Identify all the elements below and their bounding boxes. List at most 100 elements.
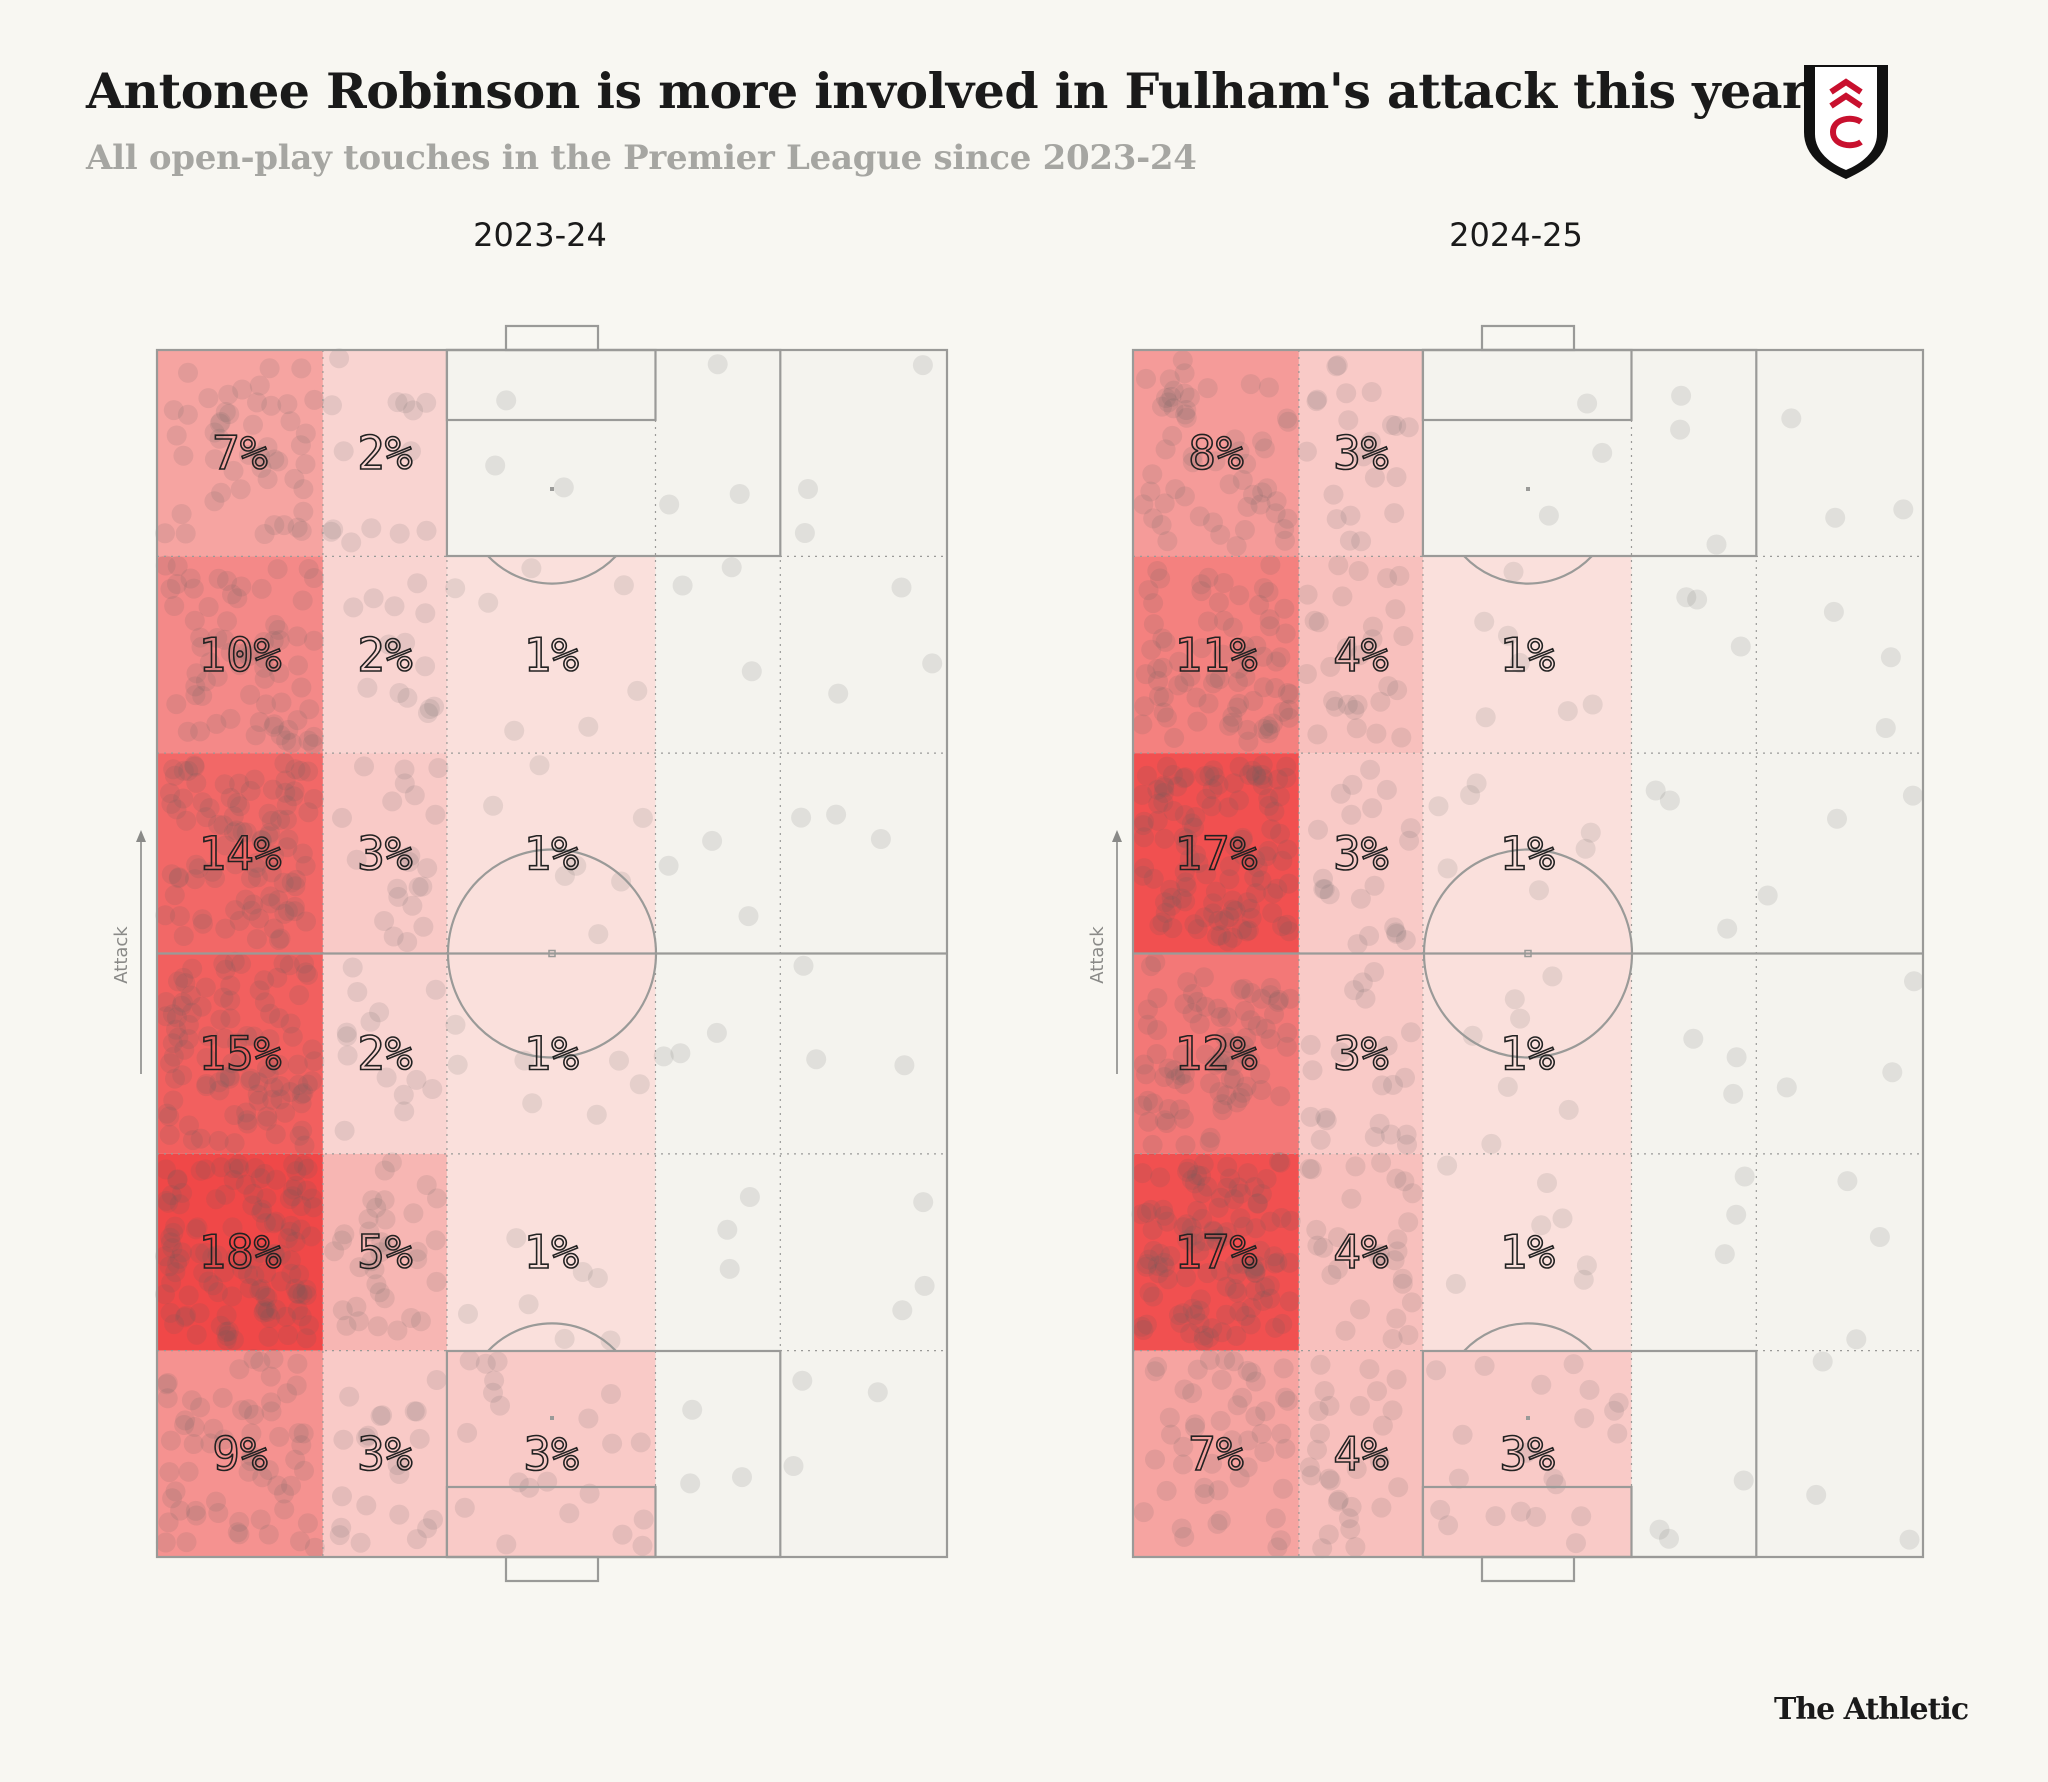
touch-dot: [1326, 509, 1347, 530]
touch-dot: [167, 1169, 188, 1190]
touch-dot: [198, 1026, 219, 1047]
touch-dot: [263, 716, 284, 737]
touch-dot: [1757, 885, 1778, 906]
touch-dot: [1175, 891, 1196, 912]
touch-dot: [633, 1509, 654, 1530]
touch-dot: [256, 1058, 277, 1079]
touch-dot: [1210, 925, 1231, 946]
touch-dot: [273, 953, 294, 974]
touch-dot: [284, 781, 305, 802]
touch-dot: [1177, 1229, 1198, 1250]
touch-dot: [167, 1253, 188, 1274]
touch-dot: [1339, 530, 1360, 551]
touch-dot: [295, 423, 316, 444]
touch-dot: [204, 449, 225, 470]
zone-percentage-label: 1%: [1500, 1027, 1555, 1081]
touch-dot: [729, 484, 750, 504]
touch-dot: [1276, 767, 1297, 788]
touch-dot: [629, 1074, 650, 1095]
zone-percentage-label: 5%: [357, 1225, 412, 1279]
touch-dot: [387, 392, 408, 413]
touch-dot: [1233, 1082, 1253, 1103]
touch-dot: [273, 872, 294, 893]
touch-dot: [1135, 664, 1156, 685]
touch-dot: [298, 559, 319, 579]
touch-dot: [266, 1169, 287, 1190]
touch-dot: [1276, 756, 1297, 777]
touch-dot: [1213, 573, 1234, 593]
touch-dot: [1152, 657, 1173, 678]
touch-dot: [229, 643, 250, 664]
zone-percentage-label: 1%: [1500, 826, 1555, 880]
touch-dot: [279, 955, 300, 976]
touch-dot: [413, 916, 434, 937]
touch-dot: [1428, 796, 1449, 817]
touch-dot: [1160, 1246, 1181, 1266]
touch-dot: [1313, 868, 1333, 889]
touch-dot: [1245, 1263, 1266, 1283]
touch-dot: [257, 1301, 278, 1322]
touch-dot: [1346, 718, 1367, 739]
touch-dot: [1193, 967, 1214, 988]
touch-dot: [254, 668, 275, 689]
touch-dot: [291, 1084, 312, 1105]
touch-dot: [1262, 902, 1283, 923]
touch-dot: [1174, 994, 1195, 1014]
touch-dot: [370, 1242, 391, 1263]
touch-dot: [1134, 827, 1154, 848]
touch-dot: [406, 1401, 427, 1422]
zone-percentage-label: 3%: [1333, 1027, 1388, 1081]
touch-dot: [578, 1408, 599, 1429]
touch-dot: [1726, 1204, 1747, 1225]
touch-dot: [274, 753, 295, 774]
touch-dot: [189, 1243, 210, 1264]
touch-dot: [1208, 1480, 1229, 1501]
touch-dot: [323, 519, 344, 540]
touch-dot: [207, 1245, 228, 1266]
touch-dot: [229, 1158, 250, 1179]
touch-dot: [1173, 1217, 1194, 1238]
touch-dot: [219, 404, 240, 425]
touch-dot: [1154, 1257, 1175, 1278]
zone-percentage-label: 4%: [1333, 628, 1388, 682]
touch-dot: [1391, 727, 1412, 748]
zone-percentage-label: 15%: [198, 1027, 281, 1081]
touch-dot: [1173, 1454, 1193, 1475]
touch-dot: [1198, 611, 1218, 632]
touch-dot: [1306, 391, 1327, 412]
touch-dot: [166, 694, 187, 715]
touch-dot: [1187, 1165, 1207, 1185]
touch-dot: [1338, 410, 1359, 431]
pitch-2023-24: 7% 2%10% 2% 1%14% 3% 1%15% 2% 1%18% 5% 1%9% 3% 3%At…: [111, 324, 949, 1583]
touch-dot: [1155, 439, 1176, 460]
touch-dot: [1217, 1156, 1238, 1177]
touch-dot: [1241, 982, 1262, 1003]
touch-dot: [1246, 883, 1266, 904]
touch-dot: [428, 758, 449, 778]
touch-dot: [1213, 1226, 1234, 1247]
touch-dot: [1214, 1027, 1235, 1048]
touch-dot: [382, 791, 403, 812]
touch-dot: [1226, 1325, 1247, 1346]
touch-dot: [217, 1326, 238, 1346]
touch-dot: [1131, 1316, 1152, 1337]
touch-dot: [348, 1311, 369, 1332]
touch-dot: [1159, 1407, 1180, 1428]
touch-dot: [241, 1445, 262, 1466]
touch-dot: [199, 652, 220, 673]
touch-dot: [1349, 645, 1370, 666]
touch-dot: [269, 930, 289, 950]
touch-dot: [199, 798, 220, 819]
attack-direction-label: Attack: [1087, 926, 1108, 984]
touch-dot: [186, 772, 207, 793]
touch-dot: [1260, 554, 1281, 575]
touch-dot: [1179, 387, 1200, 408]
touch-dot: [1146, 1044, 1167, 1064]
touch-dot: [1208, 774, 1229, 795]
touch-dot: [1176, 400, 1197, 420]
touch-dot: [1136, 1256, 1157, 1277]
touch-dot: [389, 523, 410, 544]
touch-dot: [1137, 1254, 1158, 1275]
touch-dot: [303, 1197, 324, 1218]
touch-dot: [1217, 1007, 1238, 1028]
